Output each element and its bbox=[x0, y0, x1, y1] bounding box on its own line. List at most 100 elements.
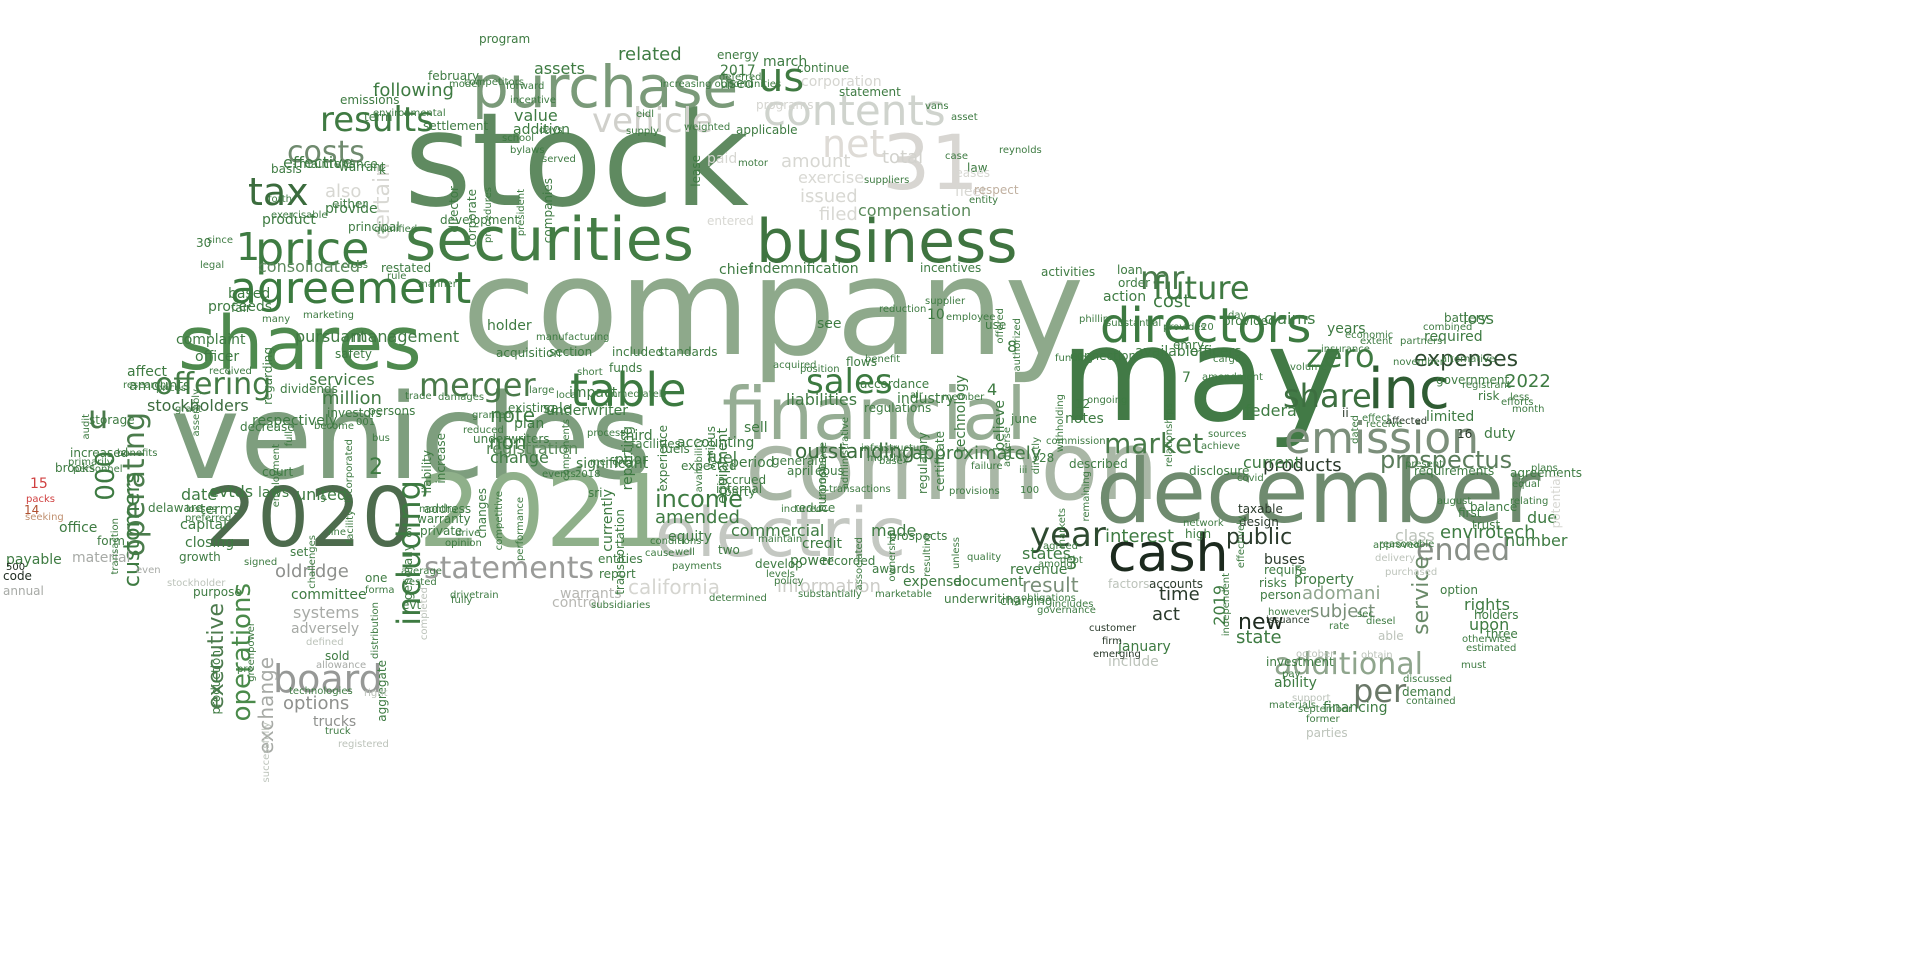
word-recorded: recorded bbox=[822, 554, 876, 568]
word-impact: impact bbox=[569, 385, 618, 401]
word-partners: partners bbox=[1400, 336, 1443, 347]
word-ended: ended bbox=[1416, 533, 1511, 568]
word-zero: zero bbox=[1306, 337, 1375, 375]
word-associated: associated bbox=[854, 537, 865, 591]
word-6: 6 bbox=[405, 526, 413, 540]
word-provided: provided bbox=[1223, 314, 1276, 328]
word-rule: rule bbox=[387, 271, 407, 282]
word-sales: sales bbox=[806, 362, 893, 402]
word-increased: increased bbox=[70, 446, 129, 460]
word-k: k bbox=[379, 163, 386, 177]
word-sources: sources bbox=[1208, 429, 1247, 440]
word-affect: affect bbox=[127, 364, 168, 380]
word-existing: existing bbox=[508, 401, 556, 415]
word-develop: develop bbox=[755, 557, 803, 571]
word-addition: addition bbox=[513, 122, 571, 138]
word-liabilities: liabilities bbox=[786, 390, 858, 409]
word-respectively: respectively bbox=[252, 413, 338, 429]
word-5: 5 bbox=[1294, 564, 1303, 580]
word-systems: systems bbox=[293, 603, 360, 622]
word-fair: fair bbox=[231, 301, 251, 315]
word-august: august bbox=[1437, 496, 1472, 507]
word-delivery: delivery bbox=[1375, 553, 1416, 564]
word-two: two bbox=[718, 543, 740, 557]
word-10: 10 bbox=[927, 307, 945, 323]
word-entered: entered bbox=[707, 214, 754, 228]
word-emissions: emissions bbox=[340, 93, 400, 107]
word-increase: increase bbox=[434, 433, 448, 484]
word-28: 28 bbox=[1039, 451, 1055, 465]
word-incentives: incentives bbox=[920, 261, 982, 275]
word-u: u bbox=[88, 398, 109, 436]
word-value: value bbox=[514, 106, 558, 125]
word-september: september bbox=[1298, 704, 1353, 715]
word-limited: limited bbox=[1426, 409, 1475, 425]
word-average: average bbox=[401, 566, 442, 577]
word-standards: standards bbox=[658, 345, 718, 359]
word-damages: damages bbox=[438, 392, 485, 403]
word-failure: failure bbox=[971, 461, 1003, 472]
word-june: june bbox=[1011, 412, 1037, 426]
word-contained: contained bbox=[1406, 696, 1456, 707]
word-trucks: trucks bbox=[313, 714, 357, 730]
word-storage: storage bbox=[89, 413, 135, 427]
word-500: 500 bbox=[6, 562, 26, 573]
word-primarily: primarily bbox=[68, 457, 113, 468]
word-qualified: qualified bbox=[374, 224, 418, 235]
word-procedures: procedures bbox=[483, 187, 494, 243]
word-order: order bbox=[1118, 276, 1150, 290]
word-us: us bbox=[758, 55, 805, 101]
word-closing: closing bbox=[185, 535, 235, 551]
word-1: 1 bbox=[236, 225, 261, 269]
word-approximately: approximately bbox=[912, 443, 1042, 464]
word-less: less bbox=[1510, 392, 1530, 403]
word-three: three bbox=[1486, 627, 1518, 641]
word-among: among bbox=[1038, 559, 1073, 570]
word-plan: plan bbox=[514, 416, 545, 432]
word-insurance: insurance bbox=[1321, 344, 1370, 355]
word-receive: receive bbox=[1366, 419, 1403, 430]
word-bus: bus bbox=[372, 433, 390, 444]
word-covid: covid bbox=[1237, 473, 1264, 484]
word-revenue: revenue bbox=[1010, 562, 1068, 578]
word-made: made bbox=[871, 521, 917, 540]
word-expense: expense bbox=[903, 574, 962, 590]
word-connection: connection bbox=[1070, 349, 1137, 363]
word-drivetrain: drivetrain bbox=[450, 590, 499, 601]
word-program: program bbox=[479, 32, 531, 46]
word-programs: programs bbox=[756, 98, 814, 112]
word-accrued: accrued bbox=[718, 473, 767, 487]
word-amended: amended bbox=[655, 507, 740, 528]
word-transactions: transactions bbox=[829, 484, 891, 495]
word-persons: persons bbox=[368, 404, 416, 418]
word-power: power bbox=[790, 553, 834, 569]
word-industry: industry bbox=[897, 391, 955, 407]
word-board: board bbox=[273, 657, 383, 701]
word-2020: 2020 bbox=[205, 471, 414, 566]
word-companies: companies bbox=[541, 178, 555, 244]
word-paid: paid bbox=[707, 151, 738, 167]
word-options: options bbox=[283, 693, 350, 714]
word-emerging: emerging bbox=[1093, 649, 1141, 660]
word-factors: factors bbox=[1108, 577, 1150, 591]
word-registered: registered bbox=[338, 739, 389, 750]
word-due: due bbox=[1527, 508, 1558, 527]
word-investment: investment bbox=[1266, 655, 1334, 669]
word-governance: governance bbox=[1037, 605, 1096, 616]
word-material: material bbox=[72, 550, 131, 566]
word-incentive: incentive bbox=[510, 95, 556, 106]
word-greenpower: greenpower bbox=[246, 622, 257, 682]
word-resulting: resulting bbox=[922, 533, 933, 577]
word-adversely: adversely bbox=[291, 621, 360, 637]
word-seeking: seeking bbox=[25, 512, 64, 523]
word-sri: sri bbox=[588, 486, 603, 500]
word-various: various bbox=[704, 426, 718, 470]
word-includes: includes bbox=[1052, 599, 1094, 610]
word-funds: funds bbox=[609, 361, 643, 375]
word-relating: relating bbox=[1510, 496, 1549, 507]
word-provide: provide bbox=[325, 201, 378, 217]
word-maintain: maintain bbox=[758, 534, 803, 545]
word-court: court bbox=[262, 465, 294, 479]
word-local: local bbox=[556, 390, 580, 401]
word-information: information bbox=[777, 576, 881, 597]
